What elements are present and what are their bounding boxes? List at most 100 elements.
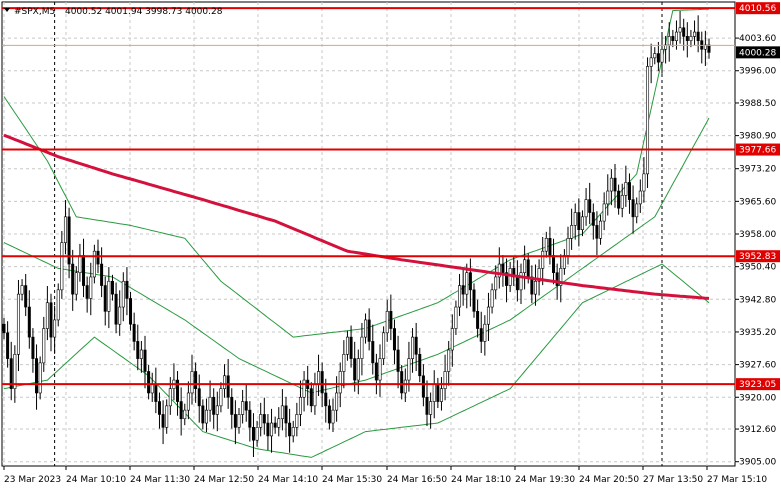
candle (418, 347, 422, 383)
candle (392, 319, 396, 365)
candle (577, 198, 581, 247)
candle (302, 371, 306, 412)
candle (280, 389, 284, 431)
candle (472, 283, 476, 318)
candle (544, 231, 548, 258)
candle (646, 57, 650, 189)
x-tick-label: 23 Mar 2023 (4, 475, 61, 485)
candle (63, 200, 67, 255)
candle (277, 407, 281, 437)
x-tick-label: 24 Mar 18:10 (451, 475, 511, 485)
candle (103, 276, 107, 326)
candle (208, 380, 212, 422)
ma-line (3, 133, 710, 300)
candle (16, 279, 20, 372)
level-label: 4010.56 (739, 4, 776, 14)
candle (190, 354, 194, 405)
candle (389, 294, 393, 341)
candle (132, 312, 136, 351)
y-tick-label: 3996.00 (739, 67, 776, 77)
y-tick-label: 3942.80 (739, 295, 776, 305)
candle (693, 20, 697, 46)
candle (591, 203, 595, 240)
candle (324, 378, 328, 423)
candle (349, 325, 353, 368)
candle (580, 210, 584, 237)
candle (49, 293, 53, 352)
y-tick-label: 3927.60 (739, 361, 776, 371)
candle (678, 11, 682, 44)
candle (136, 324, 140, 371)
candle (378, 344, 382, 397)
candle (259, 402, 263, 437)
candle (331, 398, 335, 433)
candle (42, 316, 46, 372)
candle (212, 388, 216, 429)
candle (114, 282, 118, 334)
candle (364, 313, 368, 344)
candle (505, 258, 509, 303)
candle (233, 400, 237, 445)
session-separators (54, 2, 663, 466)
level-tag (736, 2, 780, 15)
candle (110, 274, 114, 301)
candle (584, 188, 588, 226)
y-tick-label: 3950.40 (739, 263, 776, 273)
band-middle (3, 117, 710, 394)
candle (653, 47, 657, 65)
candle (501, 255, 505, 287)
candle (53, 305, 57, 354)
band-upper (3, 8, 710, 338)
candle (421, 364, 425, 407)
candle (139, 340, 143, 373)
candle (295, 402, 299, 437)
candle (107, 267, 111, 329)
candle (429, 392, 433, 429)
candle (606, 174, 610, 216)
candle (161, 400, 165, 445)
candle (121, 272, 125, 322)
current-price-label: 4000.28 (739, 48, 776, 58)
candle (450, 314, 454, 367)
candle (490, 283, 494, 314)
candle (237, 408, 241, 434)
candle (411, 328, 415, 373)
x-tick-label: 24 Mar 15:30 (322, 475, 382, 485)
candle (627, 173, 631, 214)
candle (533, 264, 537, 306)
candle (157, 392, 161, 429)
candle (255, 420, 259, 447)
candle (465, 263, 469, 309)
candle (129, 292, 133, 331)
candle (656, 41, 660, 72)
level-label: 3977.66 (739, 146, 776, 156)
y-tick-label: 3965.60 (739, 197, 776, 207)
candle (176, 371, 180, 416)
candle (9, 341, 13, 401)
candle (74, 266, 78, 301)
candle (696, 15, 700, 53)
candle (147, 365, 151, 400)
time-axis[interactable]: 23 Mar 2023 24 Mar 10:10 24 Mar 11:30 24 Ma… (3, 466, 767, 485)
price-axis[interactable]: 4003.60 3996.00 3988.50 3980.90 3973.20 3965.… (735, 34, 776, 468)
candle (439, 377, 443, 411)
candle (6, 321, 10, 368)
level-tag (736, 378, 780, 391)
current-price-tag (736, 46, 780, 59)
candle (385, 299, 389, 342)
y-tick-label: 3905.00 (739, 458, 776, 468)
candle (85, 276, 89, 313)
candle (248, 401, 252, 442)
horizontal-levels[interactable]: 4010.56 3977.66 3952.83 3923.05 4000.28 (2, 2, 780, 391)
level-tag (736, 250, 780, 263)
candle (443, 354, 447, 401)
candle (125, 267, 129, 316)
candle (67, 207, 71, 279)
candle (35, 344, 39, 410)
y-tick-label: 3935.20 (739, 328, 776, 338)
candle (342, 340, 346, 389)
candle (458, 273, 462, 317)
candle (403, 368, 407, 402)
